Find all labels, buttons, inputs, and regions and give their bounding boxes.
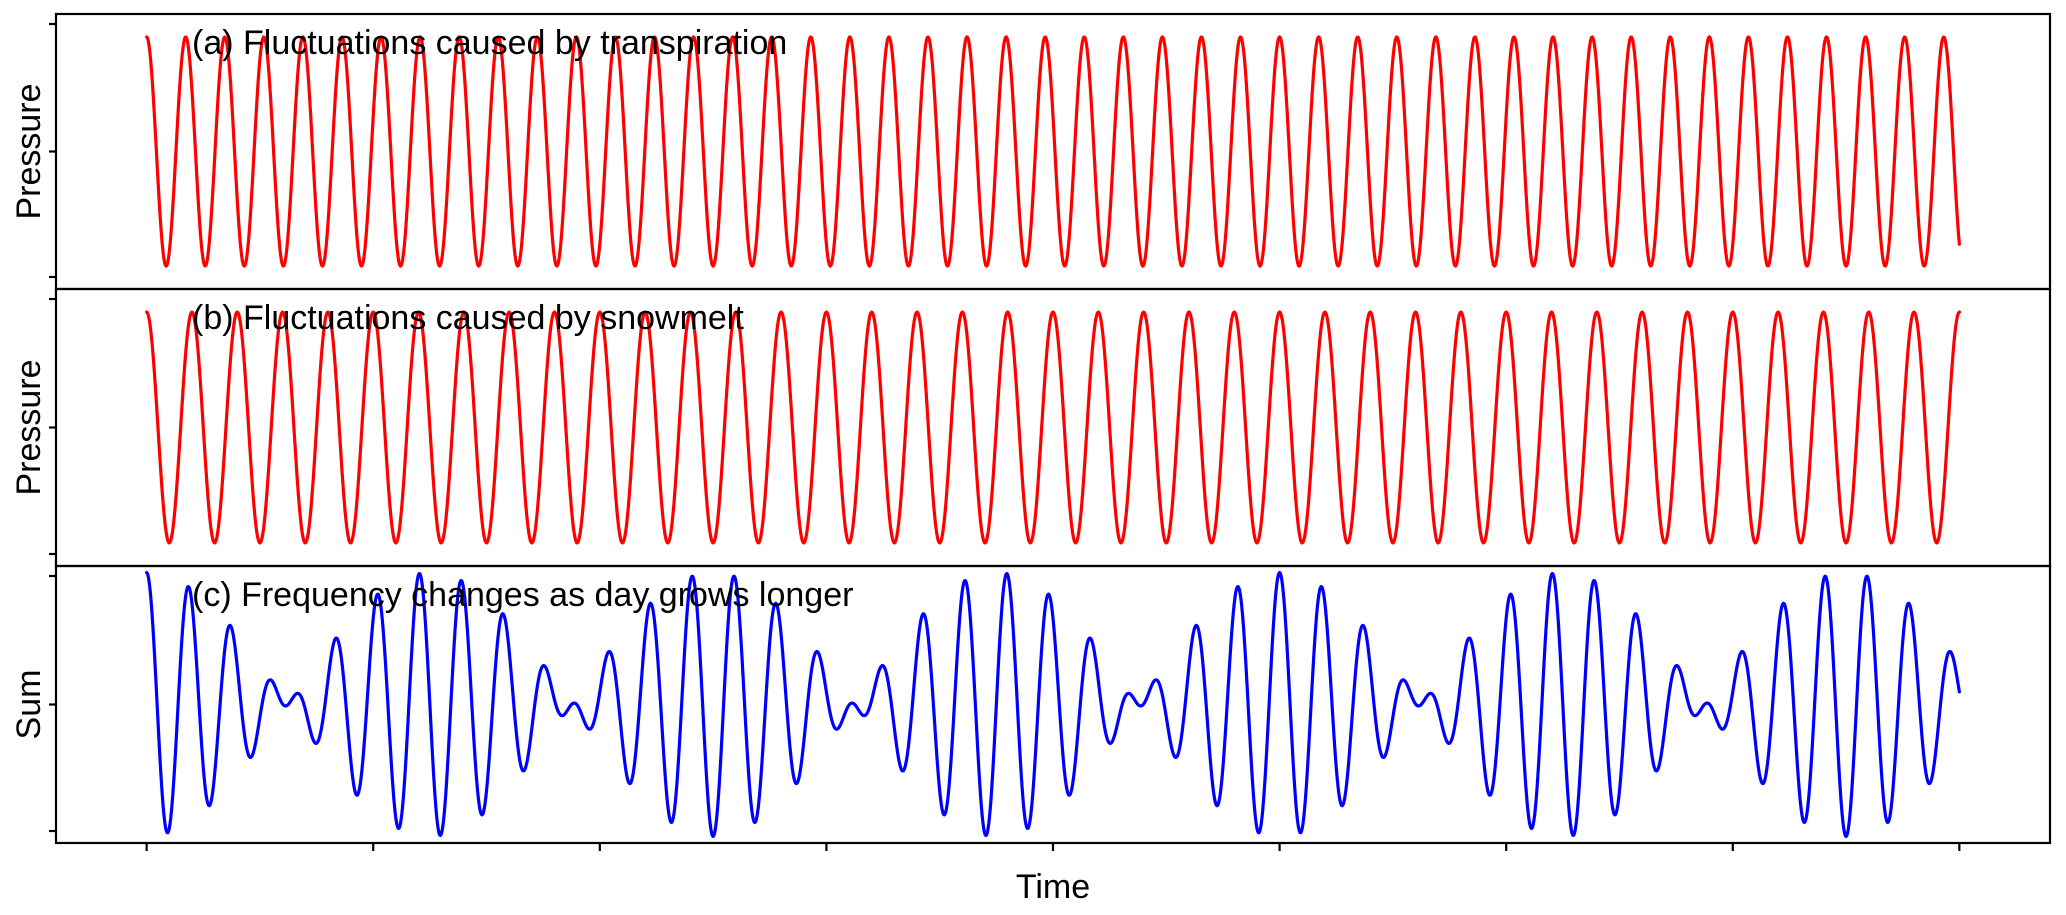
series-layer-a — [145, 35, 1961, 268]
series-line-a — [145, 35, 1961, 268]
panel-b: (b) Fluctuations caused by snowmelt Pres… — [10, 287, 2052, 568]
series-layer-b — [145, 310, 1961, 545]
panel-c-title: (c) Frequency changes as day grows longe… — [192, 576, 853, 614]
panel-b-ylabel: Pressure — [10, 359, 48, 495]
panel-a: (a) Fluctuations caused by transpiration… — [10, 12, 2052, 291]
tick-layer-a — [49, 22, 56, 279]
panel-c-frame — [54, 564, 2052, 845]
series-layer-c — [145, 571, 1961, 838]
series-line-c — [145, 571, 1961, 838]
panel-b-title: (b) Fluctuations caused by snowmelt — [192, 299, 744, 337]
panel-c: (c) Frequency changes as day grows longe… — [10, 564, 2052, 906]
panel-a-title: (a) Fluctuations caused by transpiration — [192, 24, 787, 62]
x-axis-label: Time — [1016, 868, 1090, 906]
series-line-b — [145, 310, 1961, 545]
panel-a-ylabel: Pressure — [10, 83, 48, 219]
tick-layer-c — [49, 574, 1961, 851]
tick-layer-b — [49, 297, 56, 556]
panel-c-ylabel: Sum — [10, 670, 48, 740]
